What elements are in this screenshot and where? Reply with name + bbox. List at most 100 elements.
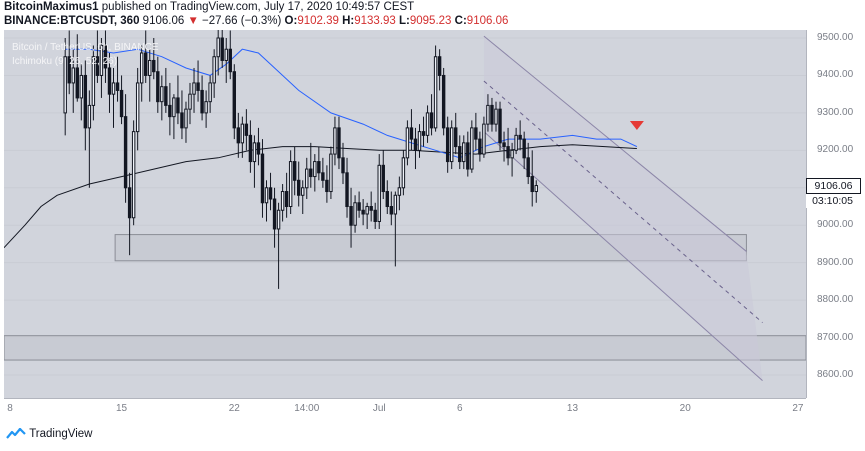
high-value: 9133.93 [354,15,396,27]
time-tick-label: 27 [792,403,804,414]
candle-body [385,191,389,208]
chart-plot-area[interactable]: Bitcoin / TetherUS, 6h, BINANCE Ichimoku… [4,30,806,398]
candle-body [156,71,160,103]
candle-body [216,37,220,58]
candle-body [232,71,237,129]
candle-body [490,104,494,125]
author-name[interactable]: BitcoinMaximus1 [4,1,99,13]
candle-body [144,52,148,76]
bar-countdown: 03:10:05 [806,193,859,208]
candle-body [164,86,168,106]
time-axis[interactable]: 8 15 22 14:00 Jul 6 13 20 27 [4,398,806,419]
candle-body [224,48,228,61]
candle-body [466,142,470,170]
candle-body [389,206,394,215]
tradingview-brand: TradingView [29,428,93,440]
symbol-name[interactable]: BINANCE:BTCUSDT, 360 [4,15,140,27]
candle-body [83,74,88,129]
symbol-line: BINANCE:BTCUSDT, 360 9106.06 ▼ −27.66 (−… [4,15,508,27]
study-legend: Ichimoku (9, 26, 52, 26) [12,56,118,67]
candle-body [135,82,140,133]
candle-body [87,104,92,129]
candle-body [458,146,462,163]
time-tick-label: 13 [566,403,579,414]
candle-body [240,123,245,144]
candle-body [79,74,84,99]
time-tick-label: Jul [372,403,386,414]
last-price-label: 9106.06 [806,177,861,194]
candle-body [502,142,506,148]
candle-body [180,112,184,129]
chart-canvas[interactable] [4,30,806,398]
candle-body [417,131,422,151]
price-axis[interactable]: 9500.009400.009300.009200.009100.009000.… [806,30,865,398]
channel-upper-line [483,35,747,252]
last-price-header: 9106.06 [142,15,185,27]
footer: TradingView [6,428,93,446]
price-tick-label: 9200.00 [817,144,854,156]
candle-body [301,187,305,196]
candle-body [429,112,434,129]
price-tick-label: 8700.00 [817,331,854,343]
close-value: 9106.06 [466,15,509,27]
support-zone [4,335,806,361]
chart-header: BitcoinMaximus1 published on TradingView… [4,0,864,30]
high-label: H: [342,15,355,27]
candle-body [337,127,341,159]
channel-mid-line [483,80,763,323]
candle-body [365,206,369,215]
low-value: 9095.23 [409,15,452,27]
candle-body [313,161,317,178]
candle-body [200,89,204,114]
price-tick-label: 9400.00 [817,69,854,81]
candle-body [514,134,518,151]
candle-body [192,82,196,95]
candle-body [236,127,241,144]
candle-body [119,89,124,118]
candle-body [421,131,426,136]
candle-body [498,108,502,144]
open-value: 9102.39 [297,15,339,27]
candle-body [478,138,482,155]
candle-body [63,56,67,114]
candle-body [510,149,514,159]
candle-body [268,187,273,200]
tradingview-logo-icon [6,428,26,439]
candle-body [401,157,406,189]
price-tick-label: 8900.00 [817,256,854,268]
candle-body [393,194,398,215]
candle-body [284,191,289,208]
candle-body [381,164,385,193]
price-change: −27.66 (−0.3%) [202,15,282,27]
price-tick-label: 8800.00 [817,294,854,306]
time-tick-label: 14:00 [294,403,320,414]
candle-body [361,209,365,215]
candle-body [184,108,188,129]
candle-body [526,157,530,178]
candle-body [91,56,96,106]
low-label: L: [399,15,410,27]
time-tick-label: 15 [115,403,128,414]
publish-info: published on TradingView.com, July 17, 2… [101,1,415,13]
candle-body [127,187,132,219]
price-tick-label: 8600.00 [817,369,854,381]
candle-body [530,176,534,193]
candle-body [345,172,349,208]
channel-lower-line [483,131,763,382]
candle-body [272,198,277,230]
candle-body [405,127,410,159]
candle-body [349,206,353,226]
candle-body [445,127,450,163]
candle-body [196,82,200,91]
time-tick-label: 8 [7,403,13,414]
candle-body [292,161,297,181]
candle-body [333,127,337,155]
candle-body [297,179,301,196]
candle-body [188,93,192,110]
candle-body [99,44,104,76]
time-tick-label: 20 [679,403,691,414]
channel-fill [483,36,763,381]
time-tick-label: 6 [456,403,463,414]
candle-body [317,161,321,174]
candle-body [305,168,309,189]
